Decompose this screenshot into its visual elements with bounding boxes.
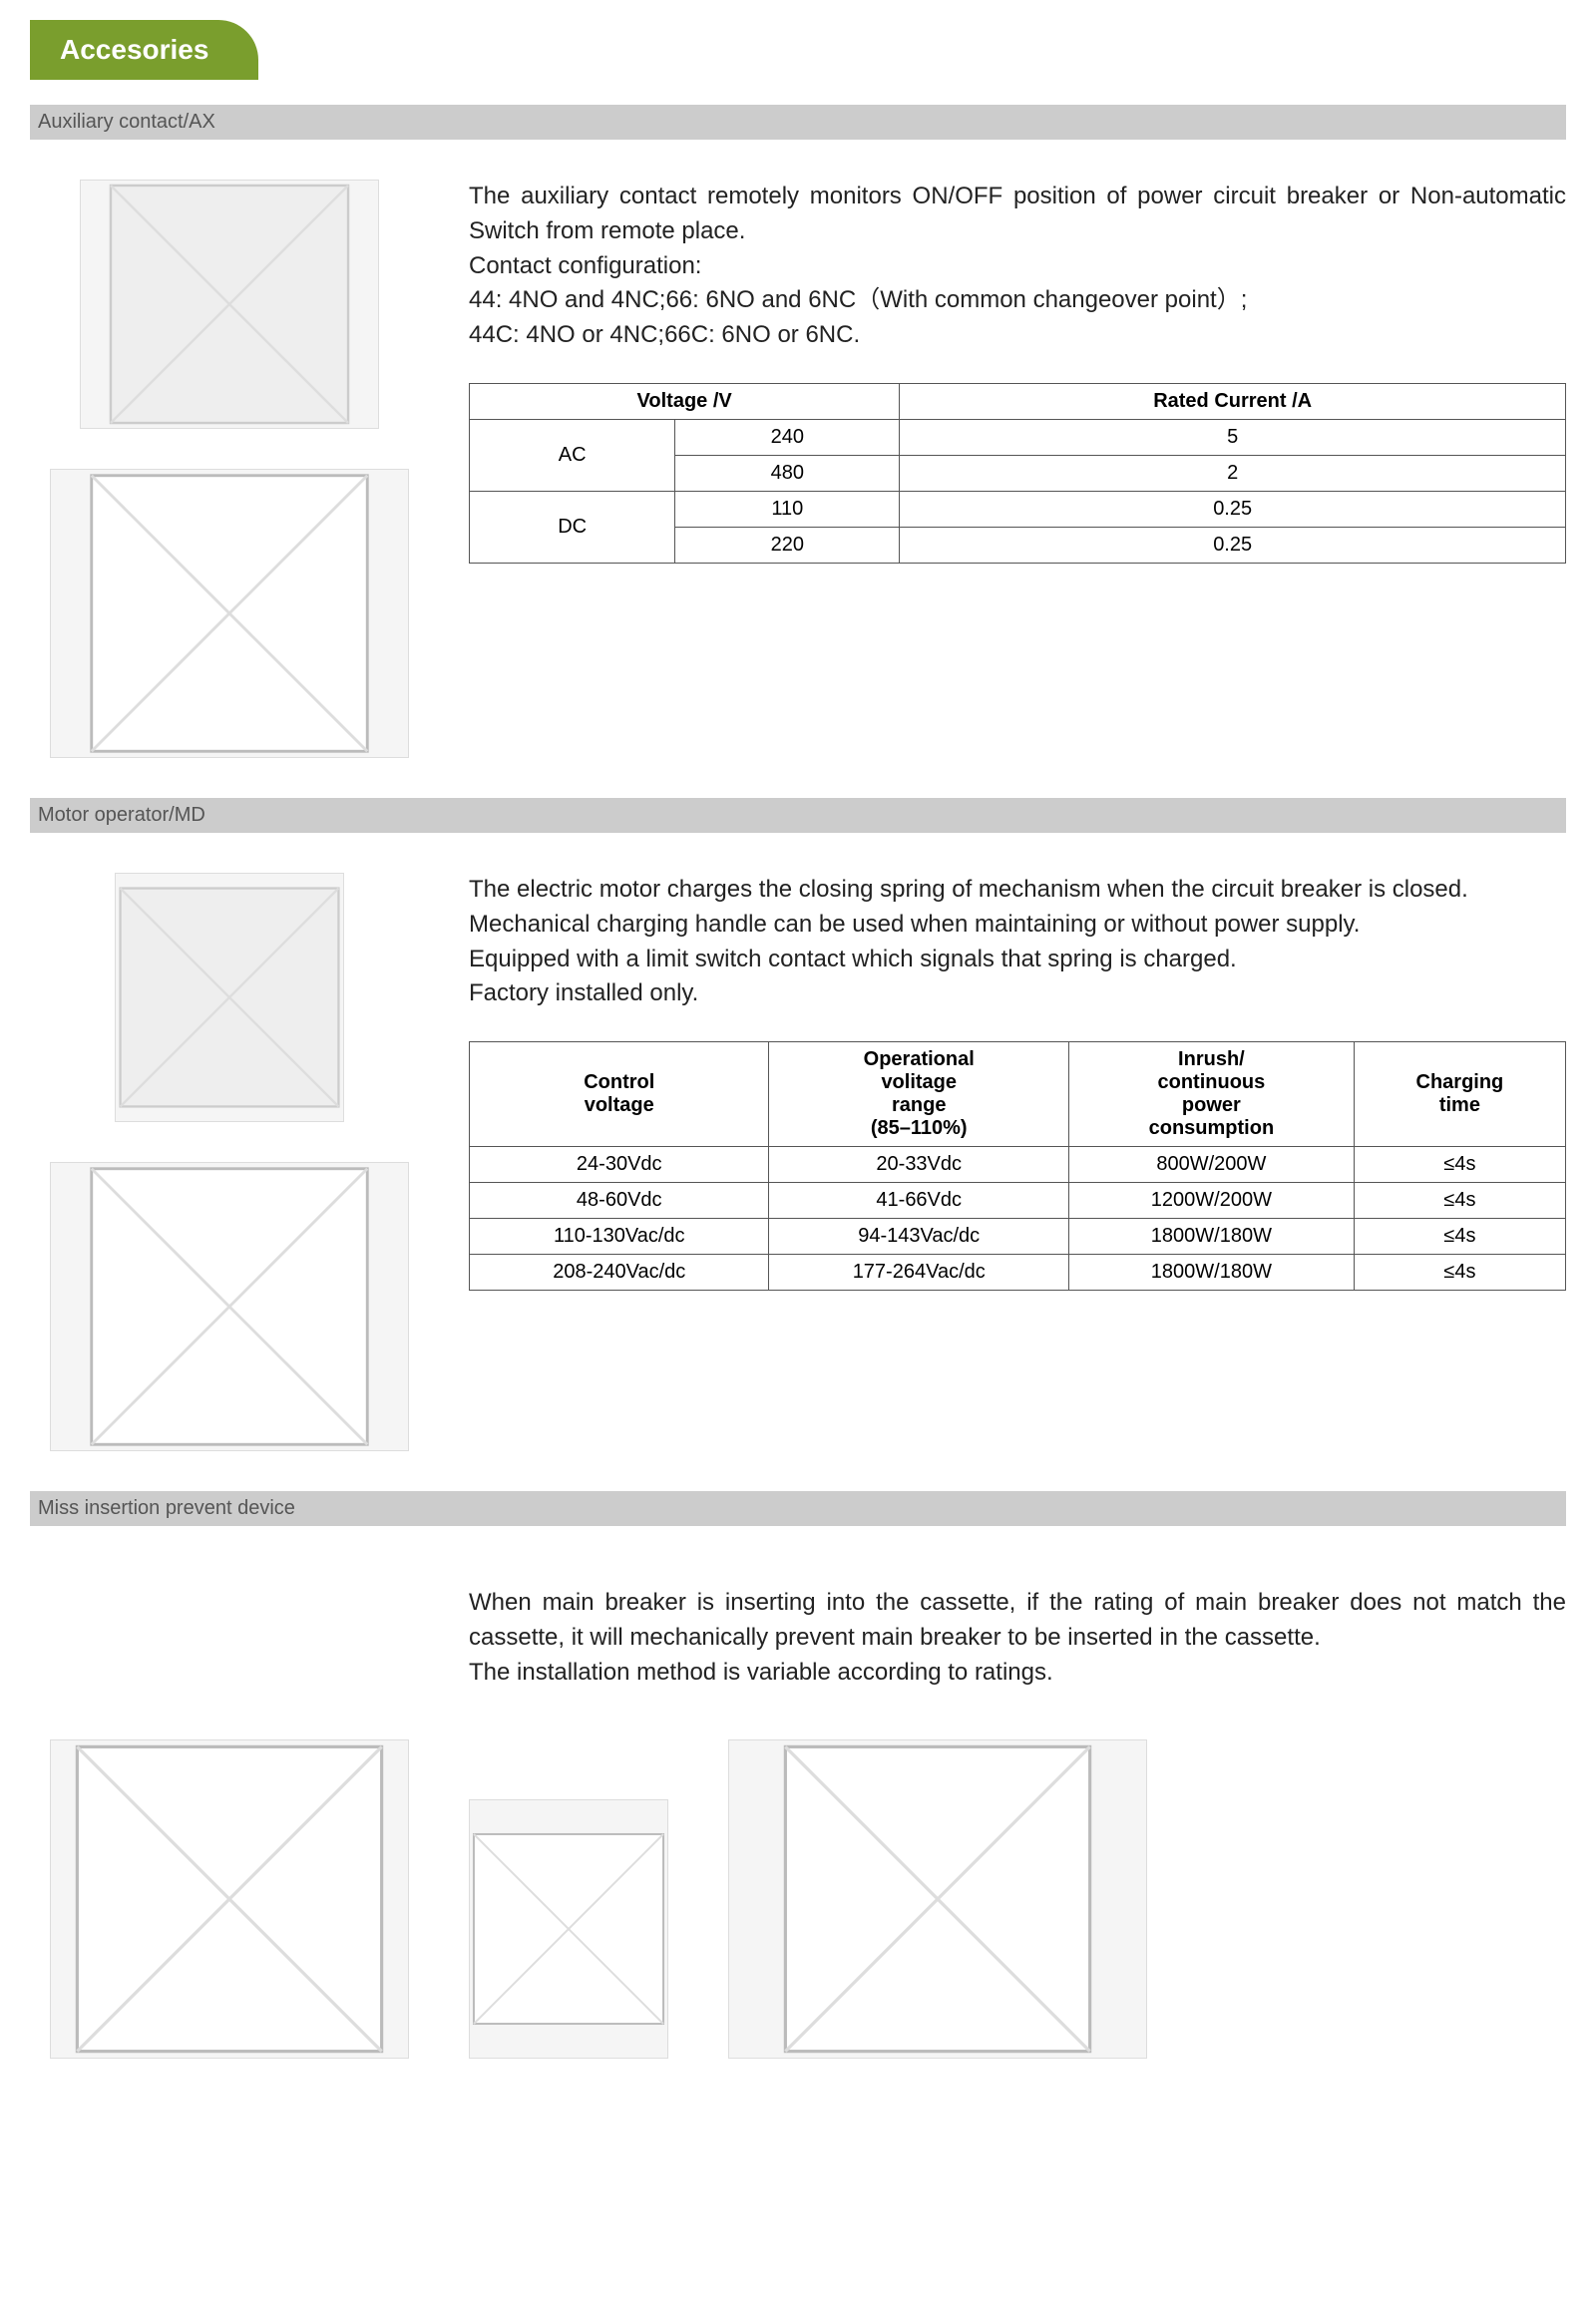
motor-operator-table: Control voltage Operational volitage ran… — [469, 1041, 1566, 1291]
table-cell: 20-33Vdc — [769, 1147, 1068, 1183]
table-cell: 41-66Vdc — [769, 1183, 1068, 1219]
table-cell: ≤4s — [1354, 1255, 1565, 1291]
table-cell: 110-130Vac/dc — [470, 1219, 769, 1255]
miss-insertion-detail-drawing — [469, 1799, 668, 2059]
table-cell: 800W/200W — [1068, 1147, 1354, 1183]
table-header: Control voltage — [470, 1042, 769, 1147]
table-cell: 1800W/180W — [1068, 1219, 1354, 1255]
auxiliary-contact-description: The auxiliary contact remotely monitors … — [469, 180, 1566, 353]
table-cell: 1800W/180W — [1068, 1255, 1354, 1291]
section-bar-auxiliary-contact: Auxiliary contact/AX — [30, 105, 1566, 140]
table-row: 208-240Vac/dc 177-264Vac/dc 1800W/180W ≤… — [470, 1255, 1566, 1291]
text-line: 44C: 4NO or 4NC;66C: 6NO or 6NC. — [469, 321, 860, 348]
table-header: Rated Current /A — [900, 383, 1566, 419]
table-cell: AC — [470, 419, 675, 491]
table-cell: 94-143Vac/dc — [769, 1219, 1068, 1255]
auxiliary-contact-photo — [80, 180, 379, 429]
table-cell: 0.25 — [900, 491, 1566, 527]
table-cell: ≤4s — [1354, 1183, 1565, 1219]
table-cell: ≤4s — [1354, 1147, 1565, 1183]
table-cell: 5 — [900, 419, 1566, 455]
table-header: Charging time — [1354, 1042, 1565, 1147]
section-bar-motor-operator: Motor operator/MD — [30, 798, 1566, 833]
table-cell: 480 — [675, 455, 900, 491]
table-cell: 24-30Vdc — [470, 1147, 769, 1183]
table-row: 110-130Vac/dc 94-143Vac/dc 1800W/180W ≤4… — [470, 1219, 1566, 1255]
text-line: Equipped with a limit switch contact whi… — [469, 946, 1237, 972]
section-bar-miss-insertion: Miss insertion prevent device — [30, 1491, 1566, 1526]
text-line: The auxiliary contact remotely monitors … — [469, 183, 1566, 244]
table-cell: 220 — [675, 527, 900, 563]
table-cell: 208-240Vac/dc — [470, 1255, 769, 1291]
text-line: 44: 4NO and 4NC;66: 6NO and 6NC（With com… — [469, 286, 1247, 313]
table-row: 24-30Vdc 20-33Vdc 800W/200W ≤4s — [470, 1147, 1566, 1183]
table-cell: ≤4s — [1354, 1219, 1565, 1255]
table-cell: 0.25 — [900, 527, 1566, 563]
miss-insertion-drawing-left — [50, 1739, 409, 2059]
motor-operator-description: The electric motor charges the closing s… — [469, 873, 1566, 1011]
motor-operator-drawing — [50, 1162, 409, 1451]
miss-insertion-drawing-right — [728, 1739, 1147, 2059]
text-line: Contact configuration: — [469, 252, 701, 279]
miss-insertion-description: When main breaker is inserting into the … — [469, 1586, 1566, 1690]
table-cell: 240 — [675, 419, 900, 455]
page-header-pill: Accesories — [30, 20, 258, 80]
table-cell: DC — [470, 491, 675, 563]
table-cell: 110 — [675, 491, 900, 527]
table-cell: 1200W/200W — [1068, 1183, 1354, 1219]
table-header: Inrush/ continuous power consumption — [1068, 1042, 1354, 1147]
auxiliary-contact-table: Voltage /V Rated Current /A AC 240 5 480… — [469, 383, 1566, 564]
motor-operator-photo — [115, 873, 344, 1122]
table-cell: 48-60Vdc — [470, 1183, 769, 1219]
text-line: Factory installed only. — [469, 979, 698, 1006]
table-header: Operational volitage range (85–110%) — [769, 1042, 1068, 1147]
text-line: When main breaker is inserting into the … — [469, 1589, 1566, 1651]
text-line: The electric motor charges the closing s… — [469, 876, 1468, 903]
table-cell: 177-264Vac/dc — [769, 1255, 1068, 1291]
text-line: The installation method is variable acco… — [469, 1659, 1053, 1686]
auxiliary-contact-drawing — [50, 469, 409, 758]
table-row: 48-60Vdc 41-66Vdc 1200W/200W ≤4s — [470, 1183, 1566, 1219]
table-header: Voltage /V — [470, 383, 900, 419]
text-line: Mechanical charging handle can be used w… — [469, 911, 1360, 938]
table-cell: 2 — [900, 455, 1566, 491]
